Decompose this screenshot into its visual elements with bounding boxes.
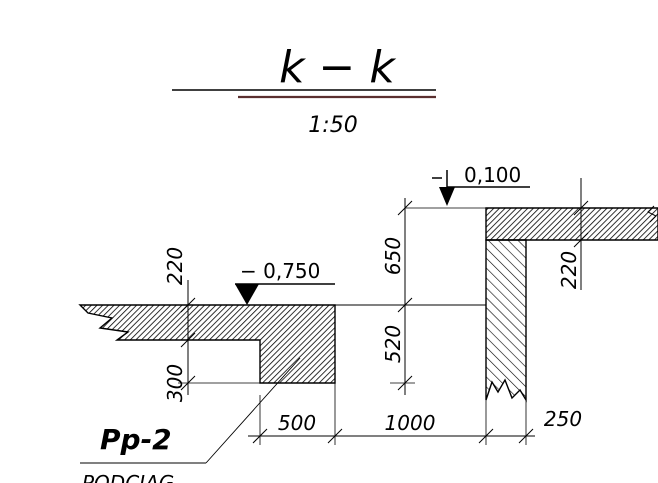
section-title-block: k − k 1:50	[172, 42, 436, 138]
left-vertical-dimension	[178, 280, 260, 395]
left-slab-footing	[78, 304, 336, 384]
dim-250: 250	[544, 407, 582, 431]
element-label: Pp-2 PODCIĄG	[80, 357, 301, 483]
right-upper-slab	[485, 207, 658, 241]
dim-300: 300	[163, 364, 187, 402]
element-code: Pp-2	[100, 423, 172, 456]
middle-vertical-dimension	[390, 198, 415, 395]
dim-520: 520	[381, 325, 405, 363]
level-lower-value: − 0,750	[240, 259, 320, 283]
level-marker-lower: − 0,750	[235, 259, 335, 305]
level-upper-value: 0,100	[464, 163, 521, 187]
level-marker-upper: 0,100	[405, 163, 530, 209]
section-title: k − k	[279, 42, 396, 93]
right-vertical-dimension	[573, 178, 589, 290]
label-leader	[205, 357, 301, 464]
element-description: PODCIĄG	[82, 471, 174, 483]
dim-500: 500	[278, 411, 316, 435]
dim-220-right: 220	[557, 251, 581, 289]
dim-1000: 1000	[385, 411, 436, 435]
dim-650: 650	[381, 237, 405, 275]
right-wall	[485, 239, 527, 403]
dim-220-left: 220	[163, 247, 187, 285]
right-slab-break	[647, 205, 657, 223]
section-scale: 1:50	[308, 113, 357, 138]
